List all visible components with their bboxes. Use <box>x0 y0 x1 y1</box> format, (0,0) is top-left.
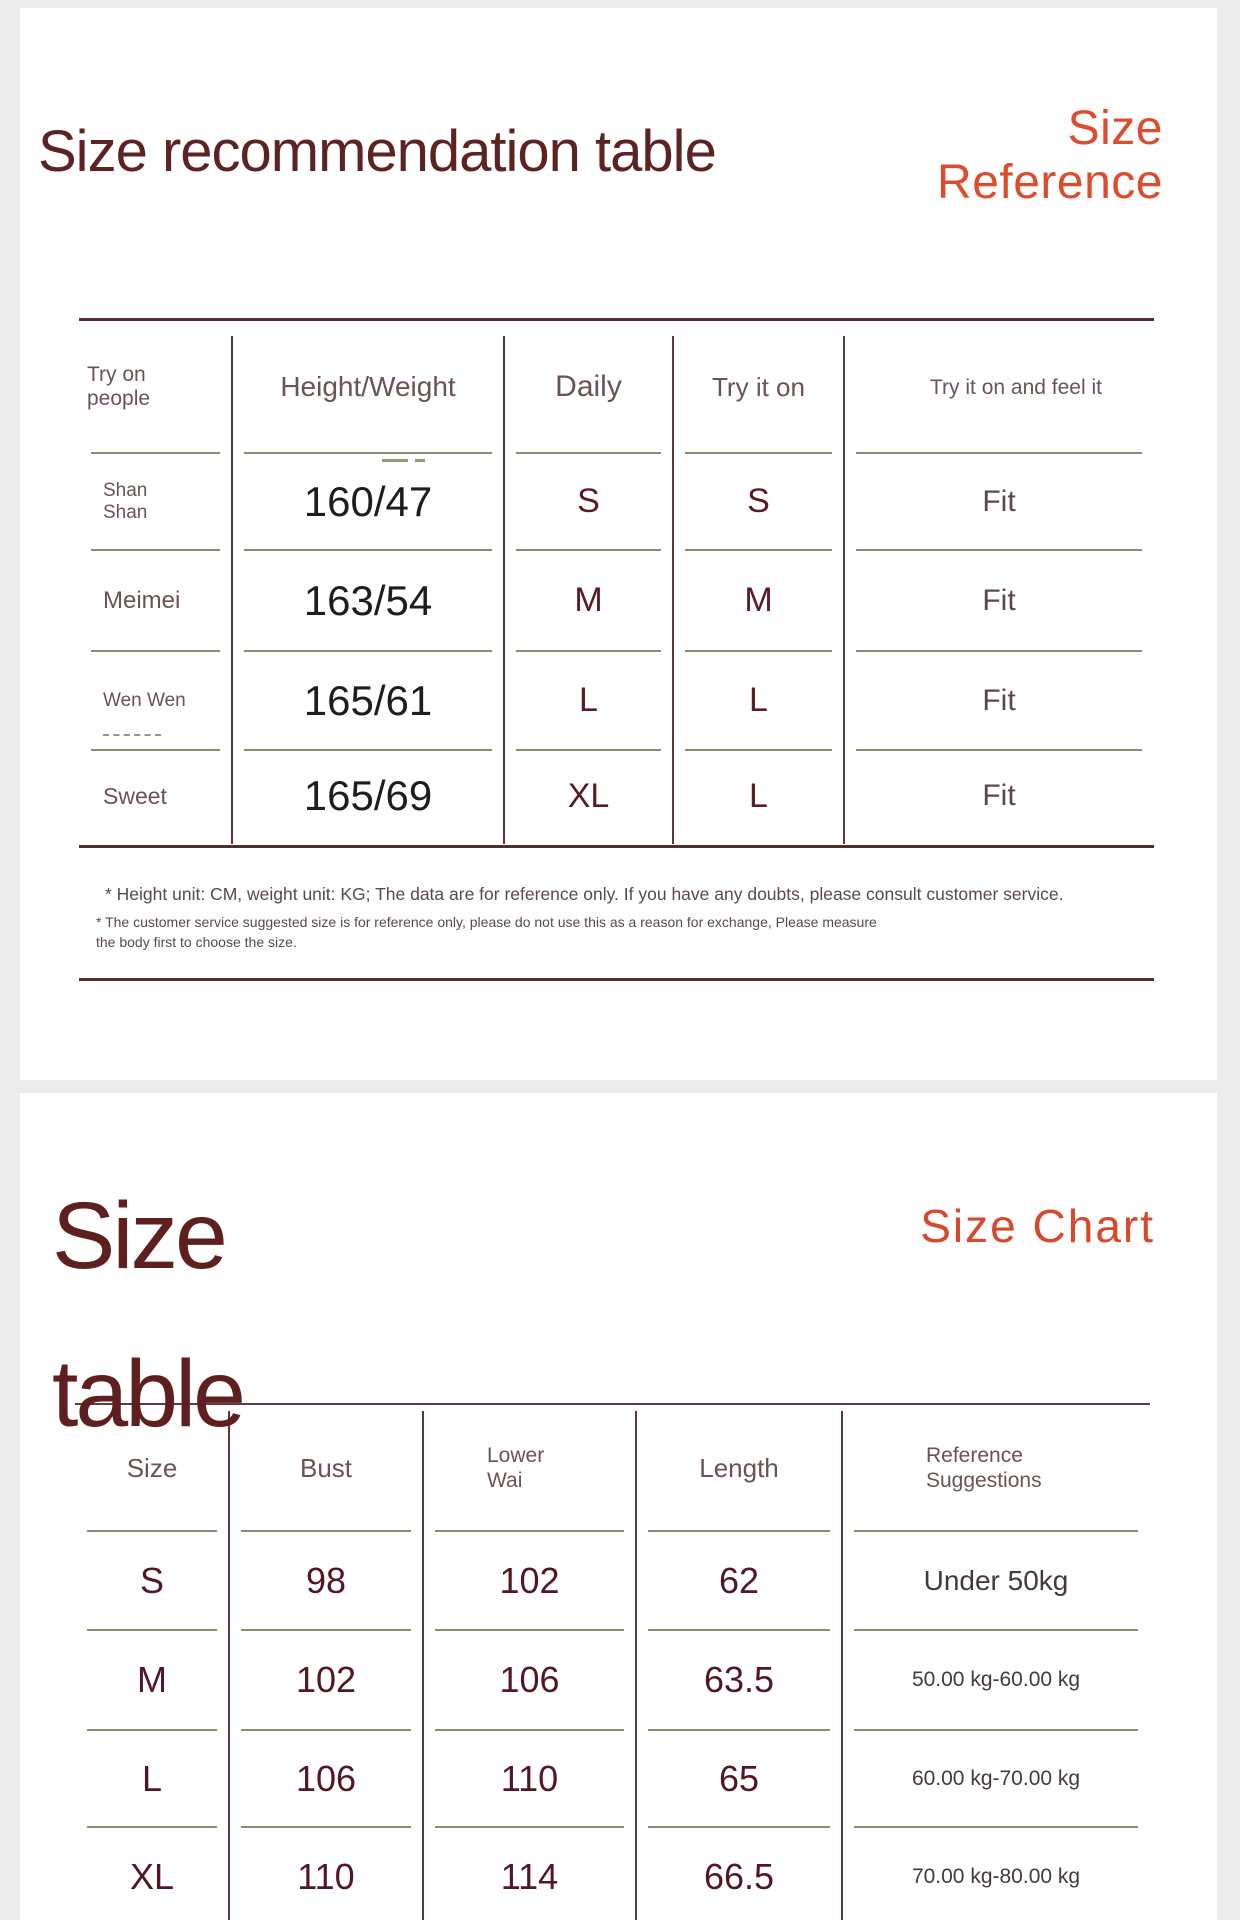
height-weight-value: 163/54 <box>232 550 504 652</box>
section1-title: Size recommendation table <box>38 119 717 184</box>
column-divider <box>231 336 233 844</box>
column-divider <box>843 336 845 844</box>
table-row: Sweet 165/69 XL L Fit <box>79 750 1154 842</box>
table-row: Shan Shan 160/47 S S Fit <box>79 453 1154 551</box>
header-height-weight: Height/Weight <box>232 321 504 454</box>
bust-value: 98 <box>229 1531 423 1631</box>
daily-size-value: L <box>504 651 673 751</box>
length-value: 63.5 <box>636 1630 842 1731</box>
header-bust: Bust <box>229 1405 423 1532</box>
header-size: Size <box>75 1405 229 1532</box>
daily-size-value: M <box>504 550 673 652</box>
bust-value: 110 <box>297 1856 355 1897</box>
header-lower-waist: Lower Wai <box>423 1405 636 1532</box>
artifact-dash <box>382 459 425 462</box>
column-divider <box>422 1411 424 1920</box>
table-row: L 106 110 65 60.00 kg-70.00 kg <box>75 1730 1150 1828</box>
bust-value: 106 <box>229 1730 423 1828</box>
length-value: 62 <box>636 1531 842 1631</box>
height-weight-value: 165/61 <box>232 651 504 751</box>
length-value: 65 <box>636 1730 842 1828</box>
column-divider <box>672 336 674 844</box>
size-chart-card: Size table Size Chart Size Bust Lower Wa… <box>20 1093 1217 1920</box>
daily-size-value: XL <box>567 776 610 815</box>
section2-title-line1: Size <box>52 1183 228 1289</box>
size-value: XL <box>129 1856 175 1897</box>
size-chart-table: Size Bust Lower Wai Length Reference Sug… <box>75 1403 1150 1920</box>
column-divider <box>635 1411 637 1920</box>
footnote-primary: * Height unit: CM, weight unit: KG; The … <box>105 884 1064 904</box>
table-top-border <box>79 318 1154 321</box>
header-daily: Daily <box>504 321 673 454</box>
lower-waist-value: 110 <box>423 1730 636 1828</box>
table-row: M 102 106 63.5 50.00 kg-60.00 kg <box>75 1630 1150 1731</box>
size-recommendation-card: Size recommendation table Size Reference… <box>20 8 1217 1080</box>
person-name: Meimei <box>79 550 232 652</box>
table-header-row: Size Bust Lower Wai Length Reference Sug… <box>75 1405 1150 1532</box>
table-row: Meimei 163/54 M M Fit <box>79 550 1154 652</box>
lower-waist-value: 106 <box>423 1630 636 1731</box>
reference-value: 70.00 kg-80.00 kg <box>911 1865 1081 1888</box>
person-name: Shan Shan <box>79 453 232 551</box>
person-name: Sweet <box>103 782 167 809</box>
person-name: Wen Wen <box>79 651 232 751</box>
length-value: 66.5 <box>703 1856 775 1897</box>
lower-waist-value: 114 <box>500 1856 559 1897</box>
reference-value: Under 50kg <box>842 1531 1150 1631</box>
table-bottom-border <box>79 845 1154 848</box>
header-reference-suggestions: Reference Suggestions <box>842 1405 1150 1532</box>
lower-waist-value: 102 <box>423 1531 636 1631</box>
try-on-size-value: L <box>749 776 768 815</box>
feel-value: Fit <box>844 651 1154 751</box>
feel-value: Fit <box>844 453 1154 551</box>
feel-value: Fit <box>982 779 1016 812</box>
try-on-size-value: S <box>673 453 844 551</box>
height-weight-value: 160/47 <box>232 453 504 551</box>
footnote-secondary: * The customer service suggested size is… <box>96 912 877 952</box>
header-try-on-people: Try on people <box>79 321 232 454</box>
try-on-table: Try on people Height/Weight Daily Try it… <box>79 318 1154 848</box>
footnote-secondary-line2: the body first to choose the size. <box>96 934 297 950</box>
table-row: S 98 102 62 Under 50kg <box>75 1531 1150 1631</box>
artifact-dashed-underline <box>103 734 161 736</box>
try-on-size-value: M <box>673 550 844 652</box>
size-reference-badge: Size Reference <box>937 102 1163 210</box>
reference-value: 50.00 kg-60.00 kg <box>842 1630 1150 1731</box>
badge-line-reference: Reference <box>937 156 1163 209</box>
size-value: S <box>75 1531 229 1631</box>
try-on-table-body: Try on people Height/Weight Daily Try it… <box>79 321 1154 842</box>
reference-value: 60.00 kg-70.00 kg <box>842 1730 1150 1828</box>
section2-title-line2: table <box>52 1341 246 1447</box>
table-row: XL 110 114 66.5 70.00 kg-80.00 kg <box>75 1827 1150 1920</box>
size-chart-table-body: Size Bust Lower Wai Length Reference Sug… <box>75 1405 1150 1920</box>
feel-value: Fit <box>844 550 1154 652</box>
table-header-row: Try on people Height/Weight Daily Try it… <box>79 321 1154 454</box>
header-length: Length <box>636 1405 842 1532</box>
size-value: M <box>75 1630 229 1731</box>
header-try-it-on: Try it on <box>673 321 844 454</box>
section-divider-rule <box>79 978 1154 981</box>
daily-size-value: S <box>504 453 673 551</box>
header-feel: Try it on and feel it <box>844 321 1154 454</box>
size-value: L <box>75 1730 229 1828</box>
size-chart-badge: Size Chart <box>920 1200 1155 1252</box>
column-divider <box>841 1411 843 1920</box>
table-row: Wen Wen 165/61 L L Fit <box>79 651 1154 751</box>
table-top-border <box>75 1403 1150 1405</box>
footnote-secondary-line1: * The customer service suggested size is… <box>96 914 877 930</box>
column-divider <box>228 1411 230 1920</box>
column-divider <box>503 336 505 844</box>
bust-value: 102 <box>229 1630 423 1731</box>
try-on-size-value: L <box>673 651 844 751</box>
badge-line-size: Size <box>1067 102 1163 155</box>
height-weight-value: 165/69 <box>303 772 433 819</box>
